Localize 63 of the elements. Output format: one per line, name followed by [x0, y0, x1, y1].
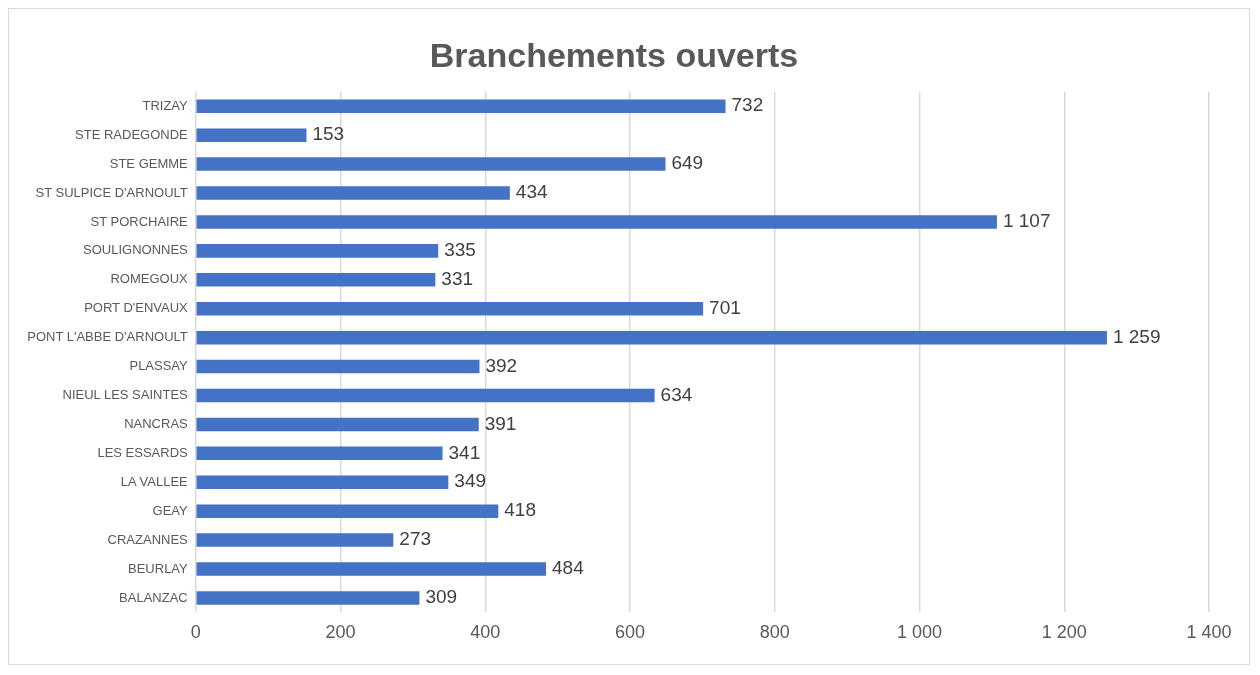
y-tick-label: NIEUL LES SAINTES	[62, 387, 189, 403]
y-tick-label: NANCRAS	[124, 415, 189, 431]
y-tick-label: ST PORCHAIRE	[90, 213, 189, 229]
data-label: 649	[671, 152, 704, 174]
data-label: 484	[552, 557, 585, 579]
bar	[196, 446, 443, 461]
y-tick-label: STE GEMME	[109, 155, 189, 171]
y-tick-label: PLASSAY	[129, 358, 189, 374]
y-tick-label: STE RADEGONDE	[75, 126, 189, 142]
bar	[196, 475, 449, 490]
bar	[196, 388, 655, 403]
data-label: 701	[709, 296, 741, 318]
bar	[196, 533, 394, 547]
y-tick-label: LES ESSARDS	[97, 444, 189, 460]
y-tick-label: SOULIGNONNES	[83, 242, 189, 258]
bar	[196, 591, 420, 605]
x-tick-label: 600	[614, 622, 646, 643]
data-label: 153	[312, 123, 345, 145]
data-label: 392	[485, 354, 518, 376]
data-label: 391	[484, 412, 517, 434]
bar	[196, 99, 726, 114]
bar	[196, 157, 666, 171]
bar	[196, 562, 547, 576]
data-label: 335	[444, 239, 476, 261]
data-label: 309	[425, 586, 458, 608]
y-tick-label: ST SULPICE D'ARNOULT	[35, 184, 188, 200]
y-tick-label: ROMEGOUX	[110, 271, 189, 287]
y-tick-label: LA VALLEE	[120, 473, 189, 489]
x-tick-label: 800	[759, 622, 790, 643]
bar	[196, 301, 704, 316]
y-tick-label: PORT D'ENVAUX	[84, 300, 189, 316]
data-label: 732	[731, 94, 764, 116]
data-label: 634	[660, 383, 693, 405]
bar	[196, 359, 480, 374]
bar	[196, 504, 499, 518]
y-tick-label: BALANZAC	[119, 589, 188, 605]
data-label: 1 259	[1112, 325, 1161, 347]
bar	[196, 128, 307, 142]
x-tick-label: 1 400	[1186, 622, 1232, 643]
bar	[196, 273, 436, 287]
bar	[196, 215, 997, 229]
y-tick-label: TRIZAY	[142, 97, 189, 113]
y-tick-label: GEAY	[152, 502, 189, 518]
chart-title: Branchements ouverts	[429, 35, 799, 74]
bar	[196, 244, 439, 258]
bar	[196, 186, 510, 200]
y-tick-label: CRAZANNES	[107, 531, 189, 547]
data-label: 331	[441, 268, 474, 290]
data-label: 341	[448, 441, 481, 463]
x-tick-label: 1 000	[896, 622, 943, 643]
data-label: 418	[504, 499, 536, 521]
bar	[196, 330, 1107, 345]
x-tick-label: 400	[470, 622, 501, 643]
y-tick-label: PONT L'ABBE D'ARNOULT	[27, 329, 188, 345]
bar	[196, 417, 479, 432]
x-tick-label: 200	[325, 622, 356, 643]
x-tick-label: 0	[190, 622, 201, 643]
data-label: 1 107	[1002, 210, 1051, 232]
x-tick-label: 1 200	[1041, 622, 1087, 643]
data-label: 273	[399, 528, 432, 550]
data-label: 349	[454, 470, 487, 492]
y-tick-label: BEURLAY	[128, 560, 189, 576]
data-label: 434	[515, 181, 548, 203]
